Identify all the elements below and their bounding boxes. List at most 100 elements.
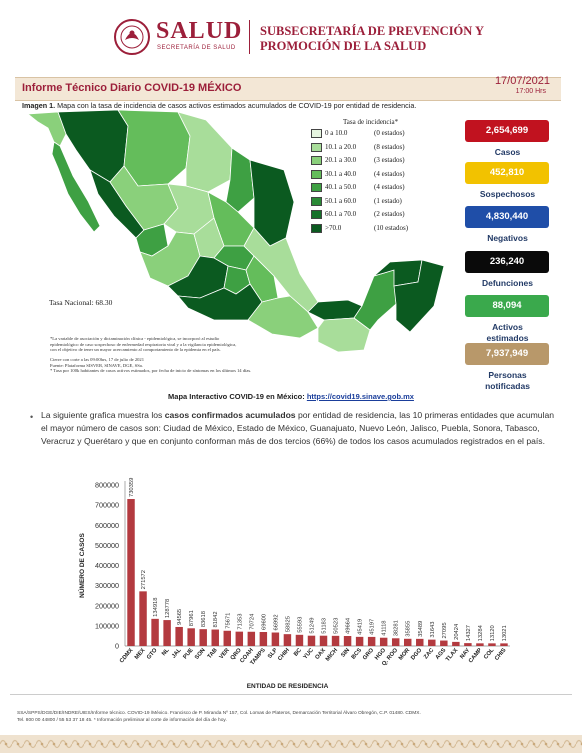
y-tick-label: 300000 — [95, 581, 119, 590]
bar-value-label: 20424 — [454, 623, 460, 640]
bar-qroo — [391, 638, 400, 646]
x-tick-label: SLP — [267, 647, 279, 660]
map-link-prefix: Mapa Interactivo COVID-19 en México: — [168, 392, 307, 401]
bar-qro — [235, 631, 244, 646]
header-title: SUBSECRETARÍA DE PREVENCIÓN Y PROMOCIÓN … — [260, 24, 520, 54]
legend-count: (3 estados) — [374, 156, 405, 164]
map-state-chis — [317, 317, 371, 353]
bar-value-label: 27095 — [442, 622, 448, 638]
bar-nay — [464, 643, 472, 646]
bar-dgo — [416, 638, 424, 646]
x-tick-label: JAL — [171, 647, 183, 660]
legend-count: (4 estados) — [374, 183, 405, 191]
bar-camp — [476, 643, 484, 646]
map-note-line: * Tasa por 100k habitantes de casos acti… — [50, 368, 252, 374]
bar-chis — [500, 643, 508, 646]
bar-value-label: 71353 — [237, 614, 243, 630]
logo-wordmark: SALUD — [156, 18, 243, 44]
header-title-line2: PROMOCIÓN DE LA SALUD — [260, 39, 427, 53]
bar-gro — [367, 636, 376, 646]
y-tick-label: 800000 — [95, 481, 119, 490]
legend-count: (1 estado) — [374, 196, 402, 205]
stat-label: Activos estimados — [450, 322, 565, 343]
legend-swatch — [311, 223, 322, 233]
legend-count: (4 estados) — [374, 169, 405, 178]
bullet-icon: • — [30, 412, 34, 422]
bar-ver — [223, 630, 231, 646]
x-tick-label: MICH — [325, 647, 339, 662]
bar-value-label: 70724 — [249, 613, 255, 630]
map-link[interactable]: https://covid19.sinave.gob.mx — [306, 392, 414, 401]
report-date: 17/07/2021 — [494, 75, 550, 87]
bar-gto — [151, 618, 159, 646]
x-tick-label: SON — [194, 647, 207, 660]
x-tick-label: SIN — [340, 647, 351, 658]
bar-hgo — [379, 637, 388, 646]
stat-value-box: 7,937,949 — [465, 343, 549, 365]
x-tick-label: PUE — [182, 647, 194, 660]
legend-swatch — [311, 169, 322, 179]
bar-tab — [211, 629, 219, 646]
mexico-incidence-map — [26, 109, 445, 353]
stat-label-line: Sospechosos — [479, 189, 536, 199]
bar-value-label: 50523 — [334, 618, 340, 634]
legend-range: 60.1 a 70.0 — [325, 210, 357, 218]
legend-swatch — [311, 210, 322, 219]
bar-sin — [343, 636, 352, 646]
bar-jal — [175, 626, 183, 646]
y-tick-label: 500000 — [95, 541, 119, 550]
bar-value-label: 87961 — [189, 610, 195, 626]
stat-value-box: 4,830,440 — [465, 206, 549, 228]
bar-chih — [283, 634, 292, 646]
legend-range: >70.0 — [325, 223, 342, 232]
y-tick-label: 200000 — [95, 601, 119, 610]
para-bold: casos confirmados acumulados — [164, 410, 296, 420]
stat-label: Casos — [450, 147, 565, 158]
bar-value-label: 45419 — [358, 619, 364, 635]
bar-value-label: 35489 — [418, 621, 424, 637]
stat-label-line: notificadas — [485, 380, 530, 391]
x-tick-label: CHIH — [277, 647, 291, 662]
x-tick-label: MOR — [398, 647, 412, 662]
y-axis-label: NÚMERO DE CASOS — [77, 533, 86, 598]
stat-label-line: Negativos — [487, 233, 528, 243]
header-title-line1: SUBSECRETARÍA DE PREVENCIÓN Y — [260, 24, 484, 38]
stat-value-box: 452,810 — [465, 162, 549, 184]
bar-col — [488, 643, 496, 646]
bar-value-label: 271572 — [141, 570, 147, 589]
x-tick-label: TLAX — [445, 647, 459, 663]
legend-count: (8 estados) — [374, 142, 405, 151]
bar-oax — [319, 635, 328, 646]
image-caption: Imagen 1. Mapa con la tasa de incidencia… — [22, 101, 562, 110]
x-tick-label: CAMP — [468, 647, 484, 664]
map-link-row: Mapa Interactivo COVID-19 en México: htt… — [0, 392, 582, 401]
summary-paragraph: La siguiente grafica muestra los casos c… — [41, 409, 561, 448]
bar-value-label: 69600 — [261, 614, 267, 630]
bar-mich — [331, 635, 340, 646]
image-caption-label: Imagen 1. — [22, 101, 56, 110]
x-tick-label: CHIS — [494, 647, 508, 662]
map-note-1: *La variable de asociación y dictaminaci… — [50, 336, 260, 353]
bar-value-label: 75671 — [225, 613, 231, 629]
x-tick-label: BCS — [351, 647, 364, 660]
bar-zac — [428, 639, 436, 646]
bar-value-label: 83618 — [201, 611, 207, 627]
footer-rule — [10, 694, 572, 695]
x-tick-label: CDMX — [119, 647, 135, 664]
legend-range: 0 a 10.0 — [325, 129, 348, 137]
stat-label-line: Defunciones — [481, 278, 533, 288]
bar-tlax — [452, 641, 460, 646]
map-state-qroo — [393, 259, 445, 333]
map-state-gro — [177, 283, 263, 321]
bar-yuc — [307, 635, 316, 646]
footer-line2: Tel. 800 00 44800 / 55 53 37 18 45. * In… — [17, 718, 227, 723]
map-note-2: Cierre con corte a las 09:00hrs, 17 de j… — [50, 357, 260, 374]
bar-mex — [139, 591, 147, 646]
stat-label: Sospechosos — [450, 189, 565, 200]
bar-value-label: 51183 — [322, 618, 328, 634]
bar-value-label: 14327 — [466, 625, 472, 641]
legend-range: 30.1 a 40.0 — [325, 169, 357, 178]
map-state-bcs — [51, 141, 101, 233]
bar-slp — [271, 632, 280, 646]
map-note-line: con el objetivo de tener un mayor acerca… — [50, 347, 221, 353]
